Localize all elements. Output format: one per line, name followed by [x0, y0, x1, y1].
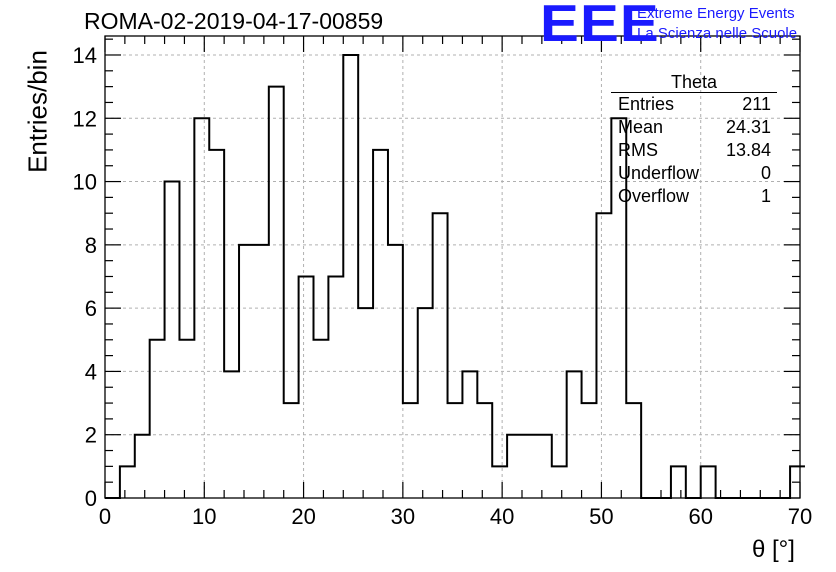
x-tick-label: 20	[291, 504, 315, 529]
histogram-bin	[179, 340, 194, 498]
histogram-bin	[135, 435, 150, 498]
y-tick-label: 0	[85, 486, 97, 511]
histogram-bin	[150, 340, 165, 498]
logo-caption-line1: Extreme Energy Events	[637, 5, 795, 22]
stats-row-underflow: Underflow 0	[611, 162, 777, 185]
histogram-bin	[373, 150, 388, 498]
histogram-bin	[671, 466, 686, 498]
x-tick-label: 70	[788, 504, 812, 529]
x-axis-label: θ [°]	[752, 536, 795, 563]
histogram-bin	[596, 213, 611, 498]
histogram-bin	[328, 276, 343, 498]
stats-label: Mean	[618, 117, 664, 137]
x-tick-label: 0	[99, 504, 111, 529]
y-tick-label: 8	[85, 233, 97, 258]
stats-value: 13.84	[725, 140, 771, 160]
histogram-bin	[701, 466, 716, 498]
x-tick-label: 10	[192, 504, 216, 529]
histogram-bin	[418, 308, 433, 498]
histogram-bin	[448, 403, 463, 498]
y-tick-label: 2	[85, 423, 97, 448]
histogram-bin	[492, 466, 507, 498]
stats-value: 1	[760, 186, 771, 206]
histogram-bin	[626, 403, 641, 498]
axis-ticks	[104, 36, 801, 499]
histogram-bin	[358, 308, 373, 498]
histogram-bin	[433, 213, 448, 498]
histogram-bin	[582, 403, 597, 498]
stats-value: 0	[760, 163, 771, 183]
x-tick-label: 50	[589, 504, 613, 529]
histogram-bin	[209, 150, 224, 498]
histogram-bin	[299, 276, 314, 498]
stats-row-entries: Entries 211	[611, 93, 777, 116]
y-tick-label: 14	[73, 43, 97, 68]
x-tick-label: 60	[688, 504, 712, 529]
stats-row-overflow: Overflow 1	[611, 185, 777, 208]
stats-label: Entries	[618, 94, 675, 114]
plot-frame	[104, 35, 801, 499]
y-tick-label: 12	[73, 106, 97, 131]
histogram-bin	[314, 340, 329, 498]
histogram-bin	[269, 87, 284, 498]
stats-value: 211	[742, 94, 771, 114]
stats-label: Underflow	[618, 163, 700, 183]
x-tick-label: 40	[490, 504, 514, 529]
stats-row-mean: Mean 24.31	[611, 116, 777, 139]
logo-caption-line2: La Scienza nelle Scuole	[637, 25, 798, 42]
x-tick-label: 30	[391, 504, 415, 529]
histogram-bin	[462, 371, 477, 498]
stats-label: RMS	[618, 140, 658, 160]
histogram-bin	[165, 182, 180, 498]
histogram-bin	[477, 403, 492, 498]
histogram-bin	[343, 55, 358, 498]
grid-lines	[105, 36, 800, 498]
y-tick-label: 4	[85, 359, 97, 384]
stats-row-rms: RMS 13.84	[611, 139, 777, 162]
stats-box: Theta Entries 211 Mean 24.31 RMS 13.84 U…	[611, 72, 777, 208]
histogram-bin	[552, 466, 567, 498]
chart-title: ROMA-02-2019-04-17-00859	[84, 8, 384, 34]
logo-caption: Extreme Energy Events La Scienza nelle S…	[637, 4, 797, 44]
histogram-bin	[403, 403, 418, 498]
y-tick-label: 10	[73, 170, 97, 195]
y-tick-label: 6	[85, 296, 97, 321]
stats-label: Overflow	[618, 186, 690, 206]
eee-logo: EEE	[540, 0, 660, 53]
histogram-bin	[120, 466, 135, 498]
histogram-bin	[507, 435, 522, 498]
stats-value: 24.31	[725, 117, 771, 137]
histogram-bin	[537, 435, 552, 498]
y-axis-label: Entries/bin	[22, 50, 53, 173]
histogram-bin	[522, 435, 537, 498]
histogram-bin	[284, 403, 299, 498]
stats-title: Theta	[611, 72, 777, 93]
